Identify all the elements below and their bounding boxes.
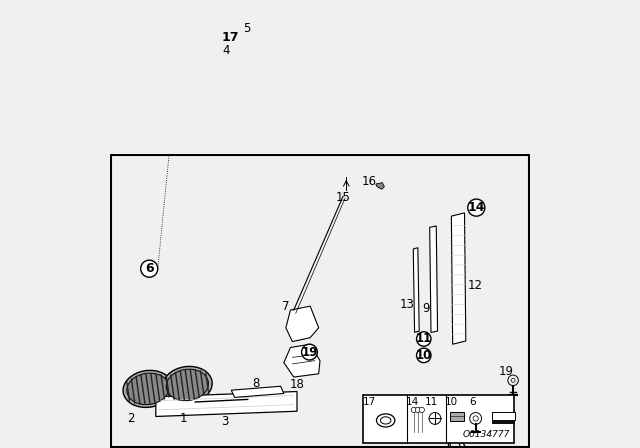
Text: 13: 13 — [399, 298, 414, 311]
Ellipse shape — [127, 373, 169, 405]
Circle shape — [419, 407, 424, 413]
Circle shape — [415, 407, 420, 413]
Ellipse shape — [380, 417, 391, 424]
Text: 8: 8 — [252, 377, 259, 390]
Circle shape — [141, 260, 158, 277]
FancyBboxPatch shape — [450, 412, 465, 421]
Polygon shape — [413, 248, 419, 332]
Ellipse shape — [163, 366, 212, 404]
Polygon shape — [451, 213, 466, 344]
Text: 10: 10 — [415, 349, 432, 362]
Text: O0134777: O0134777 — [463, 431, 511, 439]
Polygon shape — [448, 436, 513, 448]
Text: 16: 16 — [362, 175, 377, 188]
Text: 7: 7 — [282, 300, 289, 313]
Circle shape — [473, 416, 478, 421]
FancyBboxPatch shape — [363, 396, 514, 443]
Circle shape — [470, 413, 481, 424]
Text: 9: 9 — [422, 302, 430, 314]
Text: 1: 1 — [180, 412, 187, 425]
Circle shape — [417, 332, 431, 346]
Text: 2: 2 — [127, 412, 134, 425]
Circle shape — [468, 199, 485, 216]
Polygon shape — [284, 344, 320, 377]
Ellipse shape — [123, 370, 173, 407]
Polygon shape — [177, 0, 252, 84]
Polygon shape — [156, 392, 297, 417]
Polygon shape — [429, 226, 438, 332]
Circle shape — [221, 29, 239, 46]
Text: 10: 10 — [445, 397, 458, 407]
Text: 12: 12 — [468, 279, 483, 292]
Polygon shape — [231, 386, 284, 397]
Text: 15: 15 — [335, 191, 351, 204]
Text: 11: 11 — [425, 397, 438, 407]
Text: 14: 14 — [468, 201, 485, 214]
Circle shape — [412, 407, 417, 413]
Polygon shape — [286, 306, 319, 341]
Text: 17: 17 — [363, 397, 376, 407]
Text: 17: 17 — [221, 30, 239, 43]
FancyBboxPatch shape — [492, 412, 515, 420]
Circle shape — [429, 413, 441, 424]
Text: 6: 6 — [469, 397, 476, 407]
Text: 19: 19 — [499, 365, 514, 378]
Circle shape — [301, 344, 317, 360]
Polygon shape — [376, 183, 385, 189]
Polygon shape — [169, 0, 239, 79]
Text: 6: 6 — [145, 262, 154, 275]
Text: 11: 11 — [415, 332, 432, 345]
Text: 3: 3 — [221, 415, 228, 428]
Text: 4: 4 — [222, 43, 230, 56]
Text: 19: 19 — [301, 345, 317, 358]
Ellipse shape — [376, 414, 395, 427]
Ellipse shape — [166, 369, 209, 401]
Text: 5: 5 — [243, 22, 250, 34]
Circle shape — [417, 348, 431, 362]
Polygon shape — [142, 0, 239, 80]
Text: 18: 18 — [289, 379, 305, 392]
FancyBboxPatch shape — [492, 420, 515, 424]
Text: 14: 14 — [406, 397, 419, 407]
